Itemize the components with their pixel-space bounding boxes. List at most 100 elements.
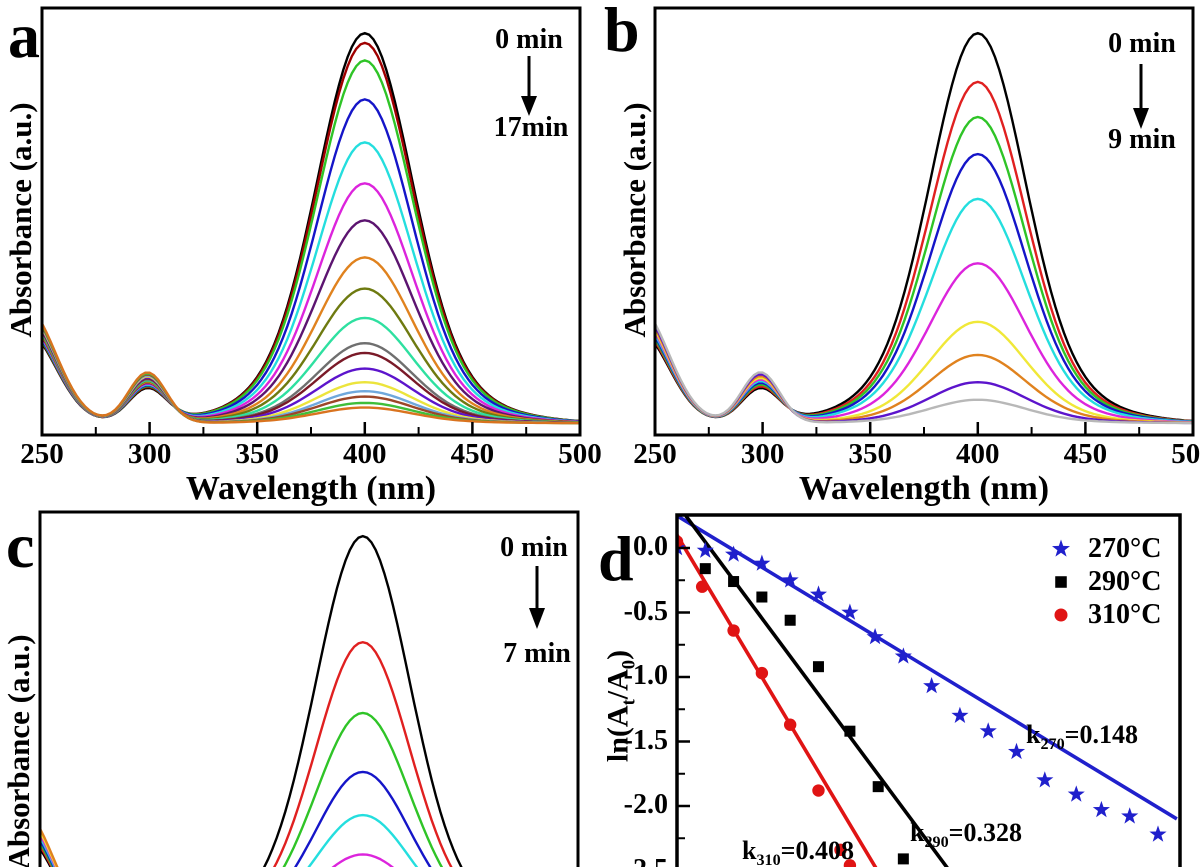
x-tick-label-a: 400 [343,438,387,470]
star-marker [725,545,743,562]
y-label-d-sub-t: t [618,699,640,706]
y-tick-label-d: -2.5 [588,854,668,867]
spectrum-curve-a-t17 [42,322,580,425]
square-marker [872,781,884,793]
square-icon [1055,575,1067,588]
x-tick-label-a: 450 [450,438,495,470]
x-tick-label-b: 500 [1171,438,1200,470]
spectrum-curve-c-t7 [40,828,59,867]
x-tick-label-b: 400 [956,438,1000,470]
rate-label-sub: 270 [1040,736,1065,754]
y-tick-label-d: -1.5 [623,724,668,756]
spectrum-curve-c-t1 [40,640,453,867]
legend-item-310: 310°C [1048,598,1162,630]
fit-line-310C [677,534,878,867]
star-marker [1067,785,1085,802]
x-axis-label-b: Wavelength (nm) [798,470,1050,507]
legend-item-290: 290°C [1048,565,1162,597]
annotation-end-b: 9 min [1108,124,1176,155]
spectrum-curve-a-t3 [42,98,580,423]
spectrum-curve-a-t7 [42,256,580,424]
x-tick-label-a: 300 [127,438,172,470]
star-marker [753,554,771,571]
panel-label-b: b [604,0,640,65]
x-tick-label-b: 450 [1063,438,1108,470]
star-marker [809,585,827,602]
y-label-d-part: ) [601,649,635,660]
star-icon [1052,539,1070,557]
x-axis-label-a: Wavelength (nm) [185,470,437,507]
spectrum-curve-b-t2 [655,115,1193,423]
plot-border-b [653,6,1195,437]
x-tick-label-a: 250 [20,438,64,470]
rate-label-base: k [910,818,925,847]
fit-line-290C [684,515,949,867]
spectrum-curve-c-t0 [40,534,463,867]
plot-border-c [38,510,580,867]
y-axis-label-c: Absorbance (a.u.) [1,634,36,867]
panel-label-c: c [6,510,35,581]
plot-border-a [40,6,582,437]
annotation-start-c: 0 min [500,532,568,563]
arrow-down-icon [521,56,537,116]
arrow-down-icon [529,566,545,629]
x-tick-label-b: 250 [633,438,677,470]
rate-label-sub: 310 [756,852,781,867]
square-marker [897,853,909,865]
circle-marker [834,843,847,857]
panel-label-d: d [598,523,634,594]
y-axis-label-a: Absorbance (a.u.) [3,102,38,338]
star-marker [841,603,859,620]
y-tick-label-d: 0.0 [633,531,668,562]
rate-label-base: k [1026,720,1041,749]
plot-border-d [675,513,1182,867]
y-axis-label-b: Absorbance (a.u.) [617,102,652,338]
legend-label: 270°C [1088,532,1162,564]
y-tick-label-d: -1.0 [623,660,668,691]
square-marker [844,725,856,737]
star-marker [1036,771,1054,788]
legend-label: 310°C [1088,598,1162,630]
spectra-curves-c [40,534,463,867]
circle-icon [1054,607,1068,622]
star-marker [866,628,884,645]
circle-marker [1054,607,1068,622]
rate-label-sub: 290 [924,834,949,852]
star-marker [951,706,969,723]
square-marker [784,614,796,626]
rate-label-value: =0.328 [948,818,1022,847]
y-tick-label-d: -2.0 [623,789,668,820]
spectrum-curve-b-t9 [655,322,1193,425]
circle-marker [695,580,709,593]
square-marker [812,661,824,673]
legend-label: 290°C [1088,565,1162,597]
spectrum-curve-c-t6 [40,830,58,867]
panel-label-a: a [8,0,40,71]
annotation-start-b: 0 min [1108,28,1176,59]
rate-label-270: k270=0.148 [1026,720,1138,754]
star-marker [1008,742,1026,760]
x-tick-label-b: 300 [740,438,785,470]
spectra-curves-b [655,31,1193,425]
star-marker [1092,800,1110,818]
rate-label-value: =0.408 [780,836,854,865]
annotation-end-a: 17min [493,112,569,143]
star-marker [1149,825,1167,842]
square-marker [728,576,740,588]
rate-label-310: k310=0.408 [742,836,854,867]
spectrum-curve-b-t5 [655,262,1193,424]
legend-item-270: 270°C [1048,532,1162,564]
rate-label-value: =0.148 [1064,720,1138,749]
x-tick-label-a: 500 [558,438,602,470]
star-marker [696,541,714,558]
x-tick-label-b: 350 [848,438,892,470]
annotation-end-c: 7 min [503,638,571,669]
annotation-start-a: 0 min [495,24,563,55]
star-marker [894,647,912,664]
circle-marker [783,718,797,731]
rate-label-base: k [742,836,757,865]
star-marker [1052,539,1070,557]
circle-marker [812,784,825,797]
spectrum-curve-b-t0 [655,31,1193,423]
spectrum-curve-c-t2 [40,711,444,867]
